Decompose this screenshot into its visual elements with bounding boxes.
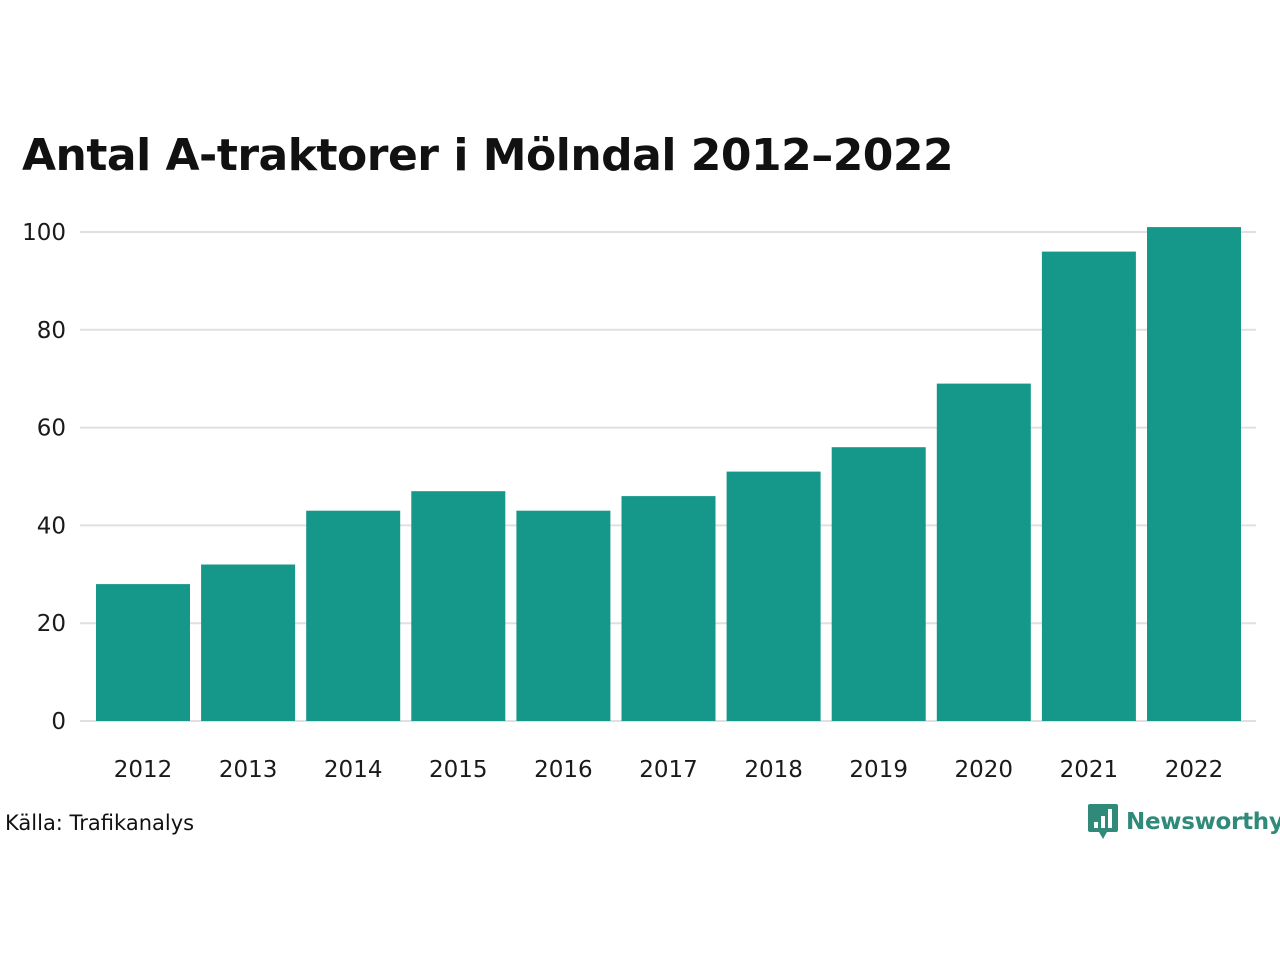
y-tick-label: 80 xyxy=(37,318,66,344)
x-tick-label: 2013 xyxy=(219,757,278,783)
bar-2013 xyxy=(201,564,296,721)
x-axis-tick-labels: 2012 2013 2014 2015 2016 2017 2018 2019 2020 2021… xyxy=(114,757,1224,783)
y-tick-label: 20 xyxy=(37,611,66,637)
x-tick-label: 2017 xyxy=(639,757,698,783)
y-tick-label: 40 xyxy=(37,513,66,539)
x-tick-label: 2020 xyxy=(955,757,1014,783)
bar-2018 xyxy=(726,471,821,721)
bar-2022 xyxy=(1147,227,1241,721)
y-tick-label: 60 xyxy=(37,416,66,442)
bar-2021 xyxy=(1041,251,1136,721)
bar-2019 xyxy=(831,447,926,721)
bar-2012 xyxy=(96,584,190,721)
bars xyxy=(96,227,1241,721)
bar-2015 xyxy=(411,491,506,721)
x-tick-label: 2019 xyxy=(849,757,908,783)
source-note: Källa: Trafikanalys xyxy=(5,811,195,835)
bar-2017 xyxy=(621,496,716,721)
x-tick-label: 2016 xyxy=(534,757,593,783)
y-axis-tick-labels: 0 20 40 60 80 100 xyxy=(22,220,66,735)
brand-name: Newsworthy xyxy=(1126,809,1280,835)
x-tick-label: 2015 xyxy=(429,757,488,783)
x-tick-label: 2018 xyxy=(744,757,803,783)
bar-2016 xyxy=(516,510,611,721)
x-tick-label: 2014 xyxy=(324,757,383,783)
chart-title: Antal A-traktorer i Mölndal 2012–2022 xyxy=(22,130,954,181)
newsworthy-logo-icon xyxy=(1088,804,1118,839)
x-tick-label: 2022 xyxy=(1165,757,1224,783)
bar-2014 xyxy=(306,510,401,721)
brand-logo: Newsworthy xyxy=(1088,804,1280,840)
y-tick-label: 100 xyxy=(22,220,66,246)
x-tick-label: 2012 xyxy=(114,757,173,783)
y-tick-label: 0 xyxy=(51,709,66,735)
x-tick-label: 2021 xyxy=(1060,757,1119,783)
bar-2020 xyxy=(936,383,1031,721)
